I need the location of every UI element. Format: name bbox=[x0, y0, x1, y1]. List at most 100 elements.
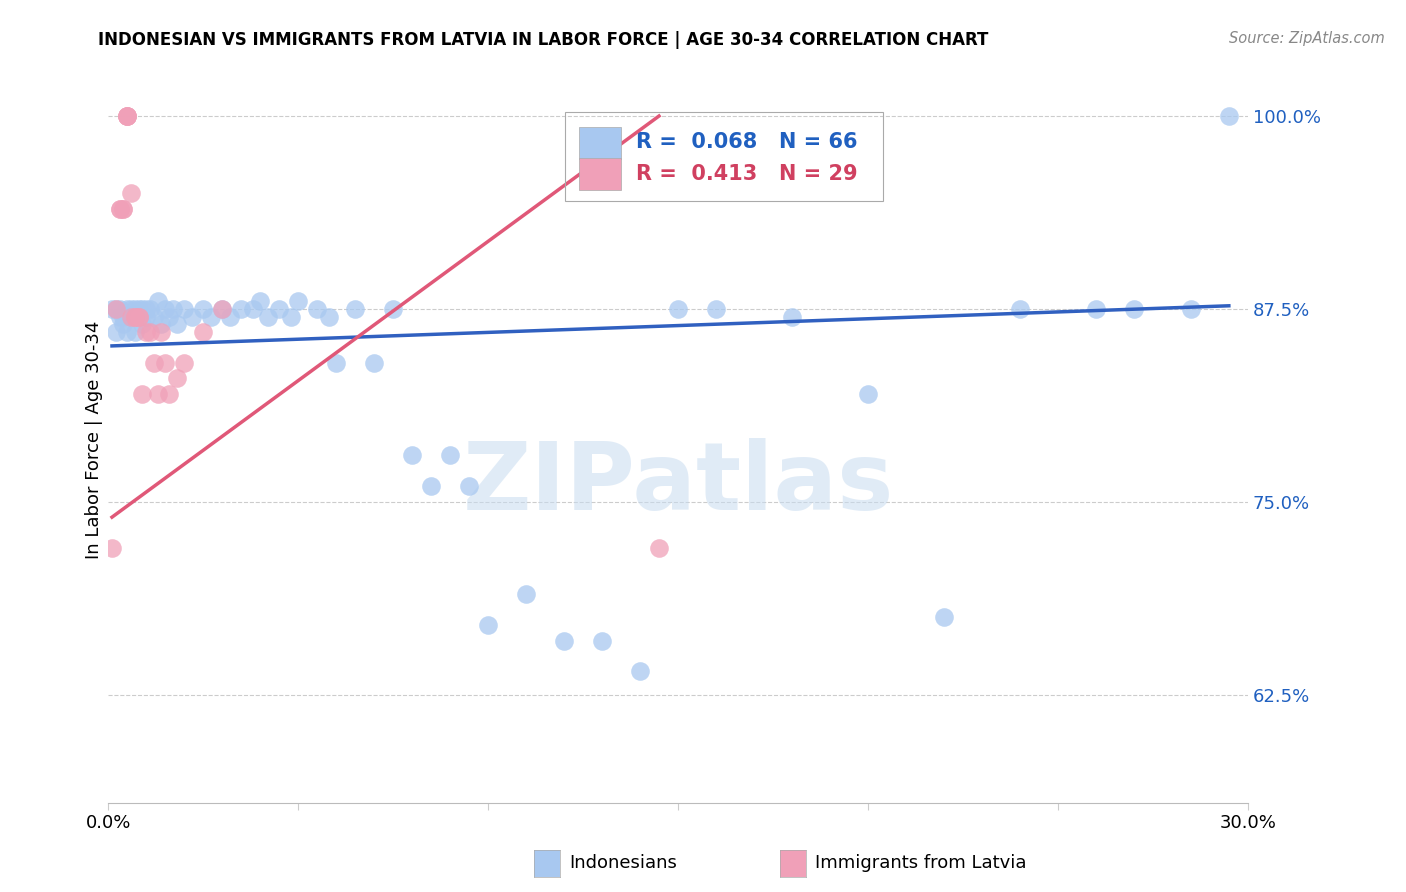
Text: Source: ZipAtlas.com: Source: ZipAtlas.com bbox=[1229, 31, 1385, 46]
Point bbox=[932, 610, 955, 624]
Point bbox=[307, 301, 329, 316]
Point bbox=[131, 301, 153, 316]
Point bbox=[458, 479, 481, 493]
Point bbox=[648, 541, 671, 555]
Point bbox=[191, 301, 214, 316]
Point bbox=[166, 318, 188, 332]
Point bbox=[150, 325, 173, 339]
Point bbox=[1180, 301, 1202, 316]
Point bbox=[120, 310, 142, 324]
Point bbox=[112, 202, 135, 216]
Point bbox=[101, 301, 124, 316]
Point bbox=[211, 301, 233, 316]
Text: Immigrants from Latvia: Immigrants from Latvia bbox=[815, 855, 1026, 872]
Point bbox=[139, 301, 162, 316]
Text: R =  0.068   N = 66: R = 0.068 N = 66 bbox=[636, 132, 858, 152]
Point bbox=[269, 301, 291, 316]
Point bbox=[120, 301, 142, 316]
Point bbox=[115, 109, 138, 123]
Point bbox=[363, 356, 385, 370]
Point bbox=[256, 310, 278, 324]
Point bbox=[515, 587, 537, 601]
Point bbox=[344, 301, 367, 316]
Point bbox=[553, 633, 575, 648]
FancyBboxPatch shape bbox=[579, 158, 621, 190]
Point bbox=[139, 325, 162, 339]
Point bbox=[191, 325, 214, 339]
Point bbox=[180, 310, 202, 324]
Point bbox=[382, 301, 405, 316]
Point bbox=[157, 386, 180, 401]
Point bbox=[115, 109, 138, 123]
Point bbox=[142, 356, 165, 370]
Point bbox=[112, 202, 135, 216]
Point bbox=[439, 449, 461, 463]
Point bbox=[153, 301, 176, 316]
Point bbox=[104, 301, 127, 316]
Text: Indonesians: Indonesians bbox=[569, 855, 678, 872]
Point bbox=[142, 310, 165, 324]
Point bbox=[704, 301, 727, 316]
Point bbox=[108, 310, 131, 324]
Point bbox=[120, 310, 142, 324]
Point bbox=[131, 386, 153, 401]
Point bbox=[780, 310, 803, 324]
Point bbox=[325, 356, 347, 370]
FancyBboxPatch shape bbox=[579, 127, 621, 159]
Point bbox=[856, 386, 879, 401]
Point bbox=[115, 325, 138, 339]
Point bbox=[115, 301, 138, 316]
Text: ZIPatlas: ZIPatlas bbox=[463, 438, 894, 530]
Point bbox=[128, 301, 150, 316]
Point bbox=[211, 301, 233, 316]
Point bbox=[115, 109, 138, 123]
Point bbox=[200, 310, 222, 324]
Point bbox=[108, 202, 131, 216]
Point bbox=[112, 310, 135, 324]
Point bbox=[401, 449, 423, 463]
Point bbox=[420, 479, 443, 493]
Point bbox=[112, 318, 135, 332]
Point bbox=[124, 301, 146, 316]
Point bbox=[249, 294, 271, 309]
Point bbox=[120, 186, 142, 201]
Point bbox=[153, 356, 176, 370]
Point bbox=[1122, 301, 1144, 316]
Point bbox=[124, 310, 146, 324]
Point bbox=[166, 371, 188, 385]
Text: R =  0.413   N = 29: R = 0.413 N = 29 bbox=[636, 164, 858, 184]
Point bbox=[157, 310, 180, 324]
Point bbox=[666, 301, 689, 316]
Point bbox=[146, 386, 169, 401]
Point bbox=[108, 202, 131, 216]
Point bbox=[1218, 109, 1240, 123]
Point bbox=[242, 301, 264, 316]
Point bbox=[218, 310, 240, 324]
Y-axis label: In Labor Force | Age 30-34: In Labor Force | Age 30-34 bbox=[86, 321, 103, 559]
Point bbox=[477, 618, 499, 632]
Point bbox=[124, 310, 146, 324]
Point bbox=[173, 356, 195, 370]
Point bbox=[591, 633, 613, 648]
Point bbox=[104, 325, 127, 339]
Point bbox=[135, 310, 157, 324]
Point bbox=[128, 310, 150, 324]
Point bbox=[108, 301, 131, 316]
Point bbox=[318, 310, 340, 324]
Point bbox=[131, 318, 153, 332]
Point bbox=[128, 310, 150, 324]
Point bbox=[124, 325, 146, 339]
Point bbox=[1084, 301, 1107, 316]
Point bbox=[162, 301, 184, 316]
Point bbox=[280, 310, 302, 324]
Point bbox=[146, 294, 169, 309]
Text: INDONESIAN VS IMMIGRANTS FROM LATVIA IN LABOR FORCE | AGE 30-34 CORRELATION CHAR: INDONESIAN VS IMMIGRANTS FROM LATVIA IN … bbox=[98, 31, 988, 49]
Point bbox=[150, 318, 173, 332]
Point bbox=[628, 665, 651, 679]
Point bbox=[115, 109, 138, 123]
Point bbox=[128, 310, 150, 324]
Point bbox=[1008, 301, 1031, 316]
Point bbox=[101, 541, 124, 555]
Point bbox=[231, 301, 253, 316]
Point bbox=[135, 325, 157, 339]
